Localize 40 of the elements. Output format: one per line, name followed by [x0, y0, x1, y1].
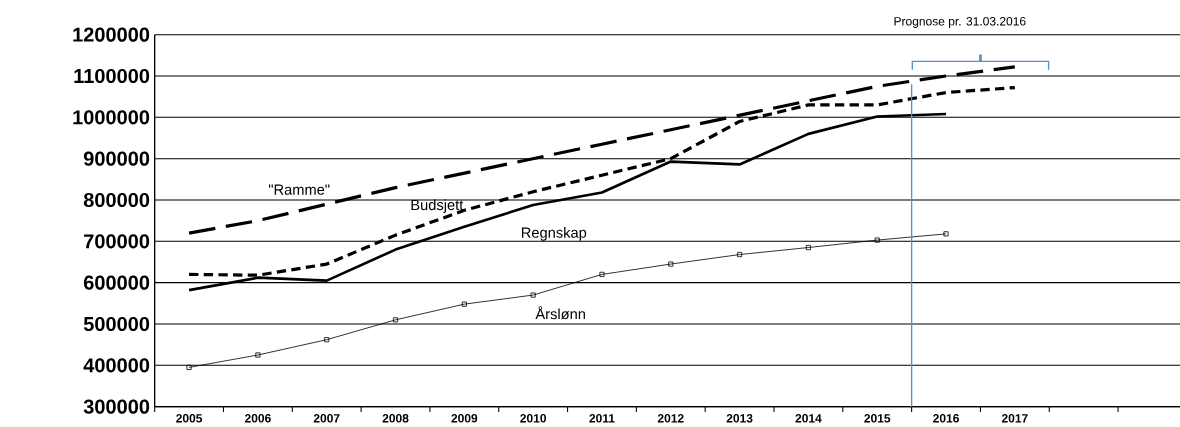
point [943, 231, 949, 237]
x-tick-label: 2010 [520, 414, 547, 423]
point [737, 252, 743, 258]
point [599, 272, 605, 278]
point [186, 365, 192, 371]
series-label: Budsjett [411, 199, 464, 214]
point [805, 245, 811, 251]
x-tick-label: 2009 [451, 414, 478, 423]
x-tick-label: 2016 [933, 414, 959, 423]
y-tick-label: 800000 [83, 193, 150, 208]
x-tick-label: 2008 [382, 414, 409, 423]
y-tick-label: 400000 [83, 358, 150, 373]
x-tick-label: 2013 [726, 414, 753, 423]
y-tick-label: 1000000 [73, 110, 150, 125]
y-tick-label: 300000 [83, 399, 150, 414]
point [530, 292, 536, 298]
x-tick-label: 2005 [176, 414, 203, 423]
x-tick-label: 2011 [589, 414, 615, 423]
y-tick-label: 500000 [83, 317, 150, 332]
series-label: Regnskap [521, 227, 587, 241]
y-tick-label: 1100000 [74, 69, 150, 84]
x-tick-label: 2007 [313, 414, 340, 423]
x-tick-label: 2017 [1001, 414, 1028, 423]
text: Prognose pr. 31.03.2016 [894, 17, 1026, 29]
point [668, 261, 674, 267]
series-label: Årslønn [535, 306, 585, 320]
x-tick-label: 2014 [795, 414, 822, 423]
x-tick-label: 2012 [657, 414, 684, 423]
y-tick-label: 700000 [84, 234, 150, 249]
y-tick-label: 600000 [83, 275, 150, 290]
point [461, 301, 467, 307]
point [392, 317, 399, 323]
point [324, 337, 330, 343]
series-label: "Ramme" [268, 184, 330, 195]
point [255, 352, 261, 358]
y-tick-label: 1200000 [73, 27, 150, 42]
x-tick-label: 2006 [244, 414, 271, 423]
point [874, 237, 880, 243]
x-tick-label: 2015 [864, 414, 891, 423]
y-tick-label: 900000 [83, 151, 150, 166]
